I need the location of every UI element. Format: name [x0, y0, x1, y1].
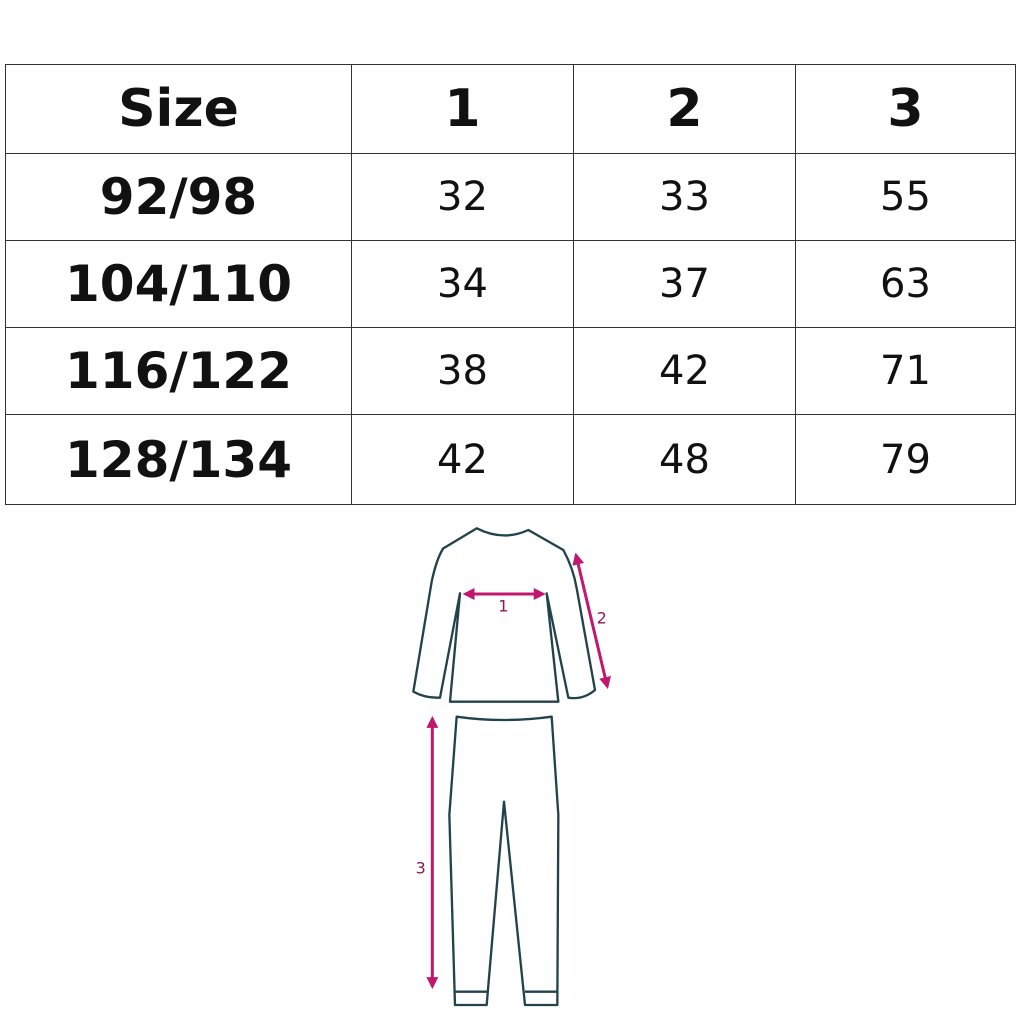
table-row: 128/134 42 48 79	[5, 414, 1016, 505]
value-cell: 38	[351, 327, 574, 415]
pants-outline	[448, 715, 560, 1007]
value-cell: 79	[795, 414, 1016, 505]
measurement-diagram: 1 2 3	[412, 527, 611, 1007]
value-cell: 63	[795, 240, 1016, 328]
table-row: 116/122 38 42 71	[5, 327, 1016, 415]
size-cell: 92/98	[5, 153, 352, 241]
size-cell: 104/110	[5, 240, 352, 328]
table-row: 104/110 34 37 63	[5, 240, 1016, 328]
value-cell: 34	[351, 240, 574, 328]
label-1: 1	[498, 597, 508, 616]
value-cell: 33	[573, 153, 796, 241]
shirt-outline	[412, 527, 597, 703]
value-cell: 32	[351, 153, 574, 241]
header-measure-3: 3	[795, 64, 1016, 154]
arrow-2	[572, 552, 611, 690]
size-cell: 116/122	[5, 327, 352, 415]
value-cell: 55	[795, 153, 1016, 241]
value-cell: 48	[573, 414, 796, 505]
label-3: 3	[416, 858, 426, 877]
value-cell: 42	[573, 327, 796, 415]
label-2: 2	[597, 608, 607, 627]
size-cell: 128/134	[5, 414, 352, 505]
value-cell: 42	[351, 414, 574, 505]
value-cell: 37	[573, 240, 796, 328]
table-row: 92/98 32 33 55	[5, 153, 1016, 241]
header-measure-2: 2	[573, 64, 796, 154]
size-table: Size 1 2 3 92/98 32 33 55 104/110 34 37 …	[5, 64, 1016, 505]
header-measure-1: 1	[351, 64, 574, 154]
header-size: Size	[5, 64, 352, 154]
value-cell: 71	[795, 327, 1016, 415]
table-header-row: Size 1 2 3	[5, 64, 1016, 154]
